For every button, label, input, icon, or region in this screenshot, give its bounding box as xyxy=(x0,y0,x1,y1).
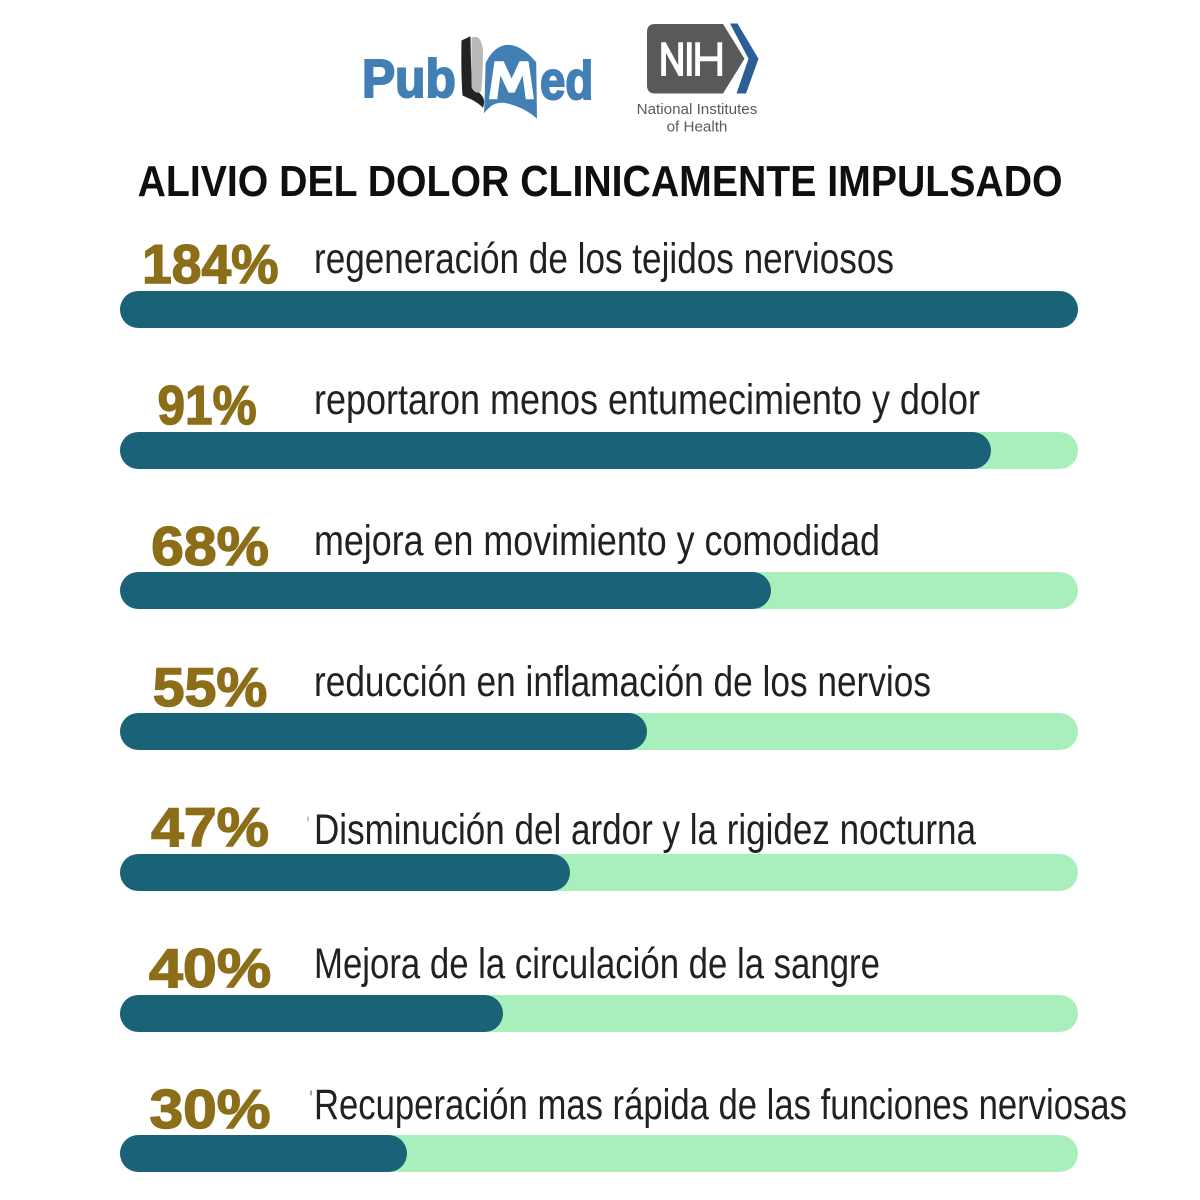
svg-text:National Institutes: National Institutes xyxy=(637,101,758,118)
svg-text:of Health: of Health xyxy=(667,118,728,135)
svg-text:Pub: Pub xyxy=(362,48,456,108)
svg-text:ed: ed xyxy=(540,50,593,110)
